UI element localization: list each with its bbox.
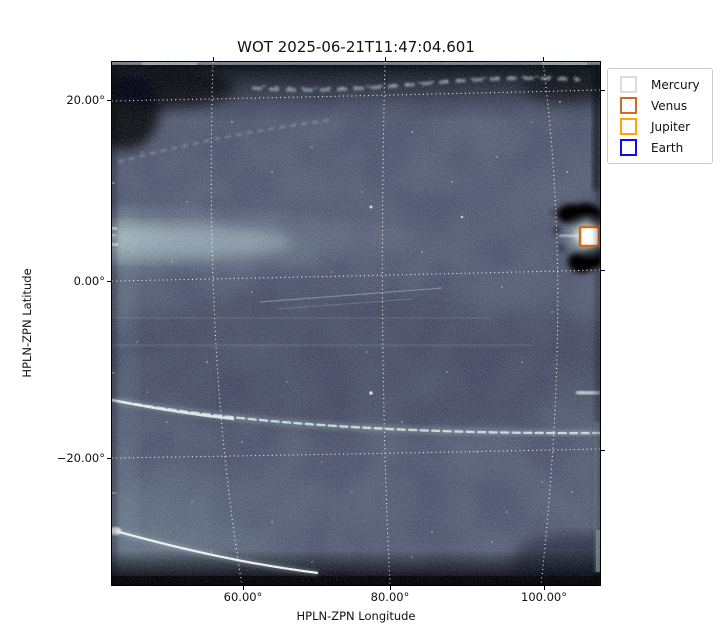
legend-item-earth: Earth [614,137,706,158]
ytick-label-0: 0.00° [73,274,105,288]
sky-image [111,61,600,585]
xtick-mark-100 [543,586,545,590]
legend-label-venus: Venus [651,98,688,113]
legend-label-earth: Earth [651,140,684,155]
top-tick-80 [384,57,386,61]
xtick-label-60: 60.00° [223,590,263,604]
graticule [111,61,600,585]
xtick-label-80: 80.00° [370,590,410,604]
legend-label-mercury: Mercury [651,77,700,92]
right-tick-0 [601,269,605,271]
plot-title: WOT 2025-06-21T11:47:04.601 [237,38,475,56]
plot-area [110,60,601,586]
xtick-mark-60 [242,586,244,590]
right-tick-neg20 [601,449,605,451]
legend-item-mercury: Mercury [614,74,706,95]
top-tick-100 [542,57,544,61]
ytick-label-20: 20.00° [66,93,105,107]
jupiter-marker-swatch [620,118,637,135]
ytick-mark-neg20 [107,457,111,459]
y-axis-label: HPLN-ZPN Latitude [20,268,34,378]
venus-marker [578,225,600,247]
earth-marker-swatch [620,139,637,156]
ytick-label-neg20: −20.00° [56,451,105,465]
xtick-label-100: 100.00° [521,590,567,604]
legend-item-venus: Venus [614,95,706,116]
xtick-mark-80 [389,586,391,590]
top-tick-60 [212,57,214,61]
venus-marker-swatch [620,97,637,114]
legend-item-jupiter: Jupiter [614,116,706,137]
x-axis-label: HPLN-ZPN Longitude [296,609,416,623]
legend-label-jupiter: Jupiter [651,119,691,134]
legend: Mercury Venus Jupiter Earth [607,68,713,164]
right-tick-20 [601,89,605,91]
ytick-mark-0 [107,280,111,282]
ytick-mark-20 [107,99,111,101]
mercury-marker-swatch [620,76,637,93]
